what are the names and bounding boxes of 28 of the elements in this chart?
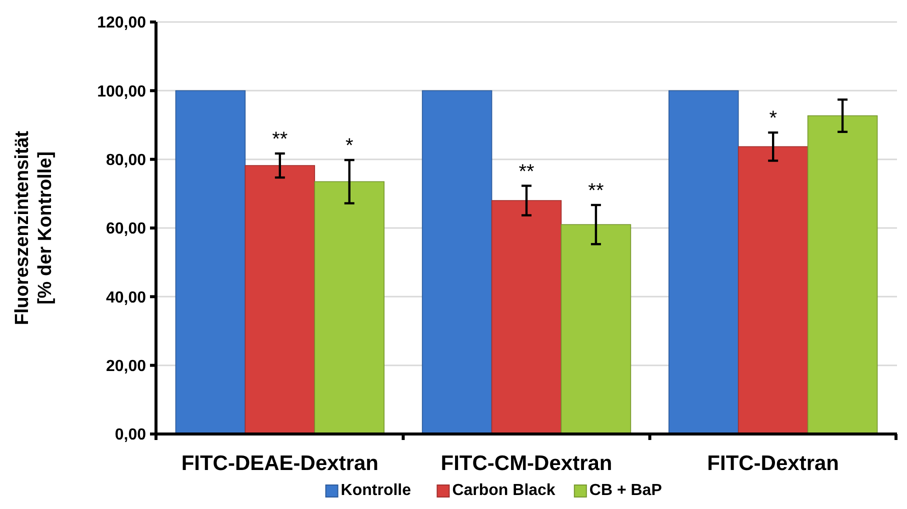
annotation: * xyxy=(345,135,354,158)
bar xyxy=(560,224,632,434)
bar xyxy=(314,181,384,434)
legend-label: CB + BaP xyxy=(589,482,662,499)
bar xyxy=(668,90,739,434)
y-tick-label: 100,00 xyxy=(97,83,146,100)
bar xyxy=(175,90,246,434)
y-tick-label: 40,00 xyxy=(106,289,146,306)
annotation: ** xyxy=(518,160,534,183)
bar xyxy=(738,146,808,434)
bar xyxy=(244,165,316,434)
y-tick-label: 60,00 xyxy=(106,220,146,238)
y-tick-label: 20,00 xyxy=(106,358,146,375)
bar xyxy=(491,200,562,434)
annotation: * xyxy=(769,108,778,130)
y-tick-label: 0,00 xyxy=(114,426,146,444)
annotation: ** xyxy=(588,180,604,202)
bar xyxy=(807,115,878,434)
y-axis-title: Fluoreszenzintensität [% der Kontrolle] xyxy=(12,130,56,326)
annotation: ** xyxy=(272,128,288,150)
legend-label: Carbon Black xyxy=(452,482,556,499)
y-tick-label: 80,00 xyxy=(106,152,146,169)
x-tick-label: FITC-CM-Dextran xyxy=(440,452,612,475)
x-tick-label: FITC-DEAE-Dextran xyxy=(181,452,379,475)
x-tick-label: FITC-Dextran xyxy=(707,452,840,475)
bar xyxy=(422,90,492,434)
legend-label: Kontrolle xyxy=(340,482,412,499)
y-tick-label: 120,00 xyxy=(97,14,146,32)
